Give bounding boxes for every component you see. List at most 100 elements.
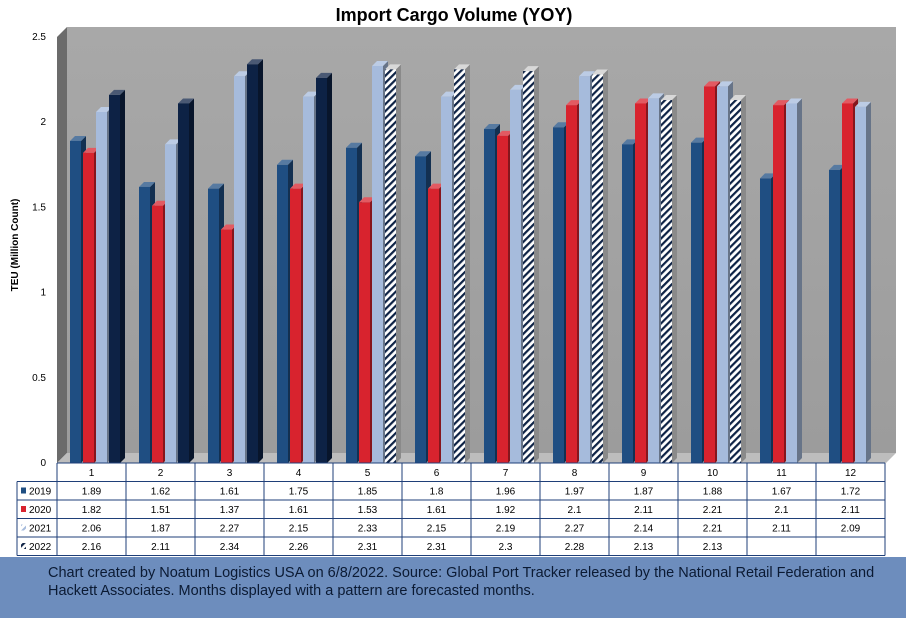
table-cell: 1.8 [430,487,444,498]
category-label: 3 [227,468,233,479]
bar-2020-1 [83,152,94,463]
bar-top [247,59,263,65]
bar-2019-9 [622,144,633,464]
bar-2020-8 [566,105,577,463]
bar-top [303,91,319,97]
y-tick-label: 2.5 [32,32,46,43]
table-cell: 2.28 [565,542,585,553]
bar-2020-10 [704,86,715,463]
table-cell: 1.85 [358,487,378,498]
category-label: 10 [707,468,719,479]
bar-2022-5 [385,69,396,463]
bar-top [829,164,845,170]
table-cell: 2.11 [841,505,860,516]
bar-top [566,100,582,106]
category-label: 12 [845,468,857,479]
bar-side [866,101,871,463]
bar-2019-8 [553,127,564,463]
bar-top [96,106,112,112]
bar-2022-2 [178,103,189,464]
bar-side [672,95,677,463]
y-tick-label: 1.5 [32,202,46,213]
bar-2022-4 [316,77,327,464]
y-tick-label: 0 [40,458,46,469]
category-label: 11 [776,468,787,479]
bar-2022-3 [247,64,258,463]
table-cell: 2.06 [82,524,102,535]
bar-2021-11 [786,103,797,464]
table-cell: 1.87 [151,524,171,535]
table-cell: 2.33 [358,524,378,535]
bar-2020-7 [497,135,508,463]
table-cell: 2.11 [772,524,791,535]
table-cell: 1.89 [82,487,102,498]
bar-2019-1 [70,140,81,463]
bar-2021-7 [510,89,521,463]
bar-side [465,64,470,463]
bar-2019-6 [415,156,426,463]
bar-top [592,69,608,75]
bar-top [579,71,595,77]
bar-top [454,64,470,70]
table-cell: 1.88 [703,487,723,498]
plot-floor [57,453,896,463]
bar-2022-8 [592,74,603,463]
table-cell: 1.61 [220,487,240,498]
bar-top [109,89,125,95]
table-cell: 2.13 [634,542,654,553]
bar-top [359,197,375,203]
bar-top [553,122,569,128]
table-cell: 2.16 [82,542,102,553]
table-cell: 2.11 [634,505,653,516]
y-axis-label: TEU (Million Count) [10,199,21,292]
bar-2019-11 [760,178,771,463]
bar-2019-4 [277,164,288,464]
bar-top [441,91,457,97]
table-cell: 1.96 [496,487,516,498]
bar-top [277,159,293,165]
bar-2020-9 [635,103,646,464]
bar-2021-4 [303,96,314,463]
table-cell: 2.09 [841,524,861,535]
legend-label-2022: 2022 [29,542,52,553]
bar-2020-11 [773,105,784,463]
bar-side [741,95,746,463]
table-cell: 2.34 [220,542,240,553]
bar-2022-10 [730,100,741,463]
table-cell: 2.3 [499,542,513,553]
table-cell: 2.27 [220,524,240,535]
footer-note: Chart created by Noatum Logistics USA on… [48,565,875,599]
bar-top [290,183,306,189]
bar-2019-10 [691,142,702,463]
table-cell: 1.37 [220,505,240,516]
table-cell: 2.31 [358,542,378,553]
bar-top [648,93,664,99]
bar-2021-3 [234,76,245,463]
bar-top [760,173,776,179]
table-cell: 2.21 [703,524,723,535]
bar-top [622,139,638,145]
bar-top [178,98,194,104]
bar-2019-5 [346,147,357,463]
category-label: 4 [296,468,302,479]
legend-key-2019 [21,487,26,494]
bar-side [797,98,802,464]
bar-top [385,64,401,70]
table-cell: 2.11 [151,542,170,553]
bar-top [484,124,500,130]
legend-label-2019: 2019 [29,487,52,498]
table-cell: 2.15 [427,524,447,535]
bar-top [83,147,99,153]
table-cell: 2.13 [703,542,723,553]
bar-side [396,64,401,463]
bar-2020-2 [152,205,163,464]
table-cell: 1.61 [427,505,447,516]
table-cell: 1.62 [151,487,171,498]
legend-label-2020: 2020 [29,505,52,516]
legend-label-2021: 2021 [29,524,52,535]
bar-top [316,72,332,78]
bar-2020-4 [290,188,301,463]
bar-side [120,89,125,463]
bar-2021-10 [717,86,728,463]
